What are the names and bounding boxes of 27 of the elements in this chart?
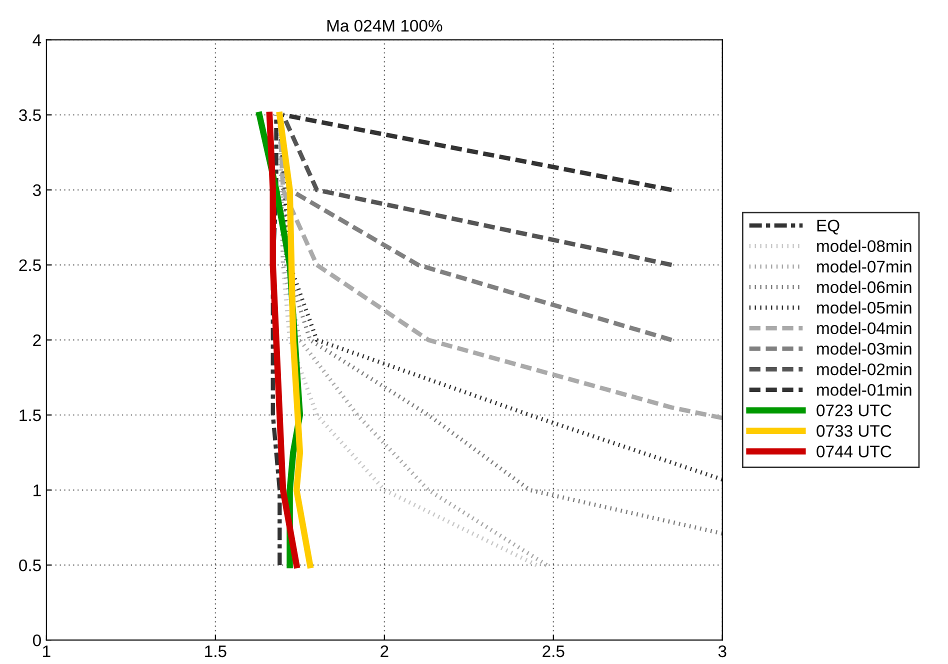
legend-label: model-03min (817, 342, 912, 355)
x-tick-label: 1 (43, 646, 50, 658)
legend-label: model-07min (817, 260, 912, 273)
legend-label: 0723 UTC (816, 404, 892, 416)
legend-label: model-02min (817, 363, 912, 376)
legend-label: model-01min (817, 384, 912, 396)
y-tick-label: 1 (34, 484, 41, 496)
chart-title: Ma 024M 100% (327, 20, 442, 32)
legend-label: model-04min (817, 322, 912, 334)
y-tick-label: 2.5 (19, 259, 41, 272)
y-tick-label: 2 (33, 334, 41, 346)
legend-label: 0744 UTC (816, 446, 892, 458)
legend-label: model-06min (817, 280, 912, 294)
legend-label: model-08min (817, 240, 912, 252)
y-tick-label: 1.5 (20, 410, 41, 422)
y-tick-label: 4 (32, 34, 42, 46)
y-tick-label: 3 (32, 184, 41, 196)
x-tick-label: 3 (718, 645, 726, 658)
x-tick-label: 2.5 (542, 645, 564, 658)
x-tick-label: 2 (380, 645, 388, 658)
x-tick-label: 1.5 (205, 646, 226, 658)
y-tick-label: 0 (32, 634, 41, 646)
legend-label: 0733 UTC (816, 425, 892, 437)
y-tick-label: 3.5 (19, 109, 41, 122)
legend-label: model-05min (817, 301, 912, 314)
y-tick-label: 0.5 (19, 559, 41, 572)
legend-label: EQ (817, 220, 840, 234)
